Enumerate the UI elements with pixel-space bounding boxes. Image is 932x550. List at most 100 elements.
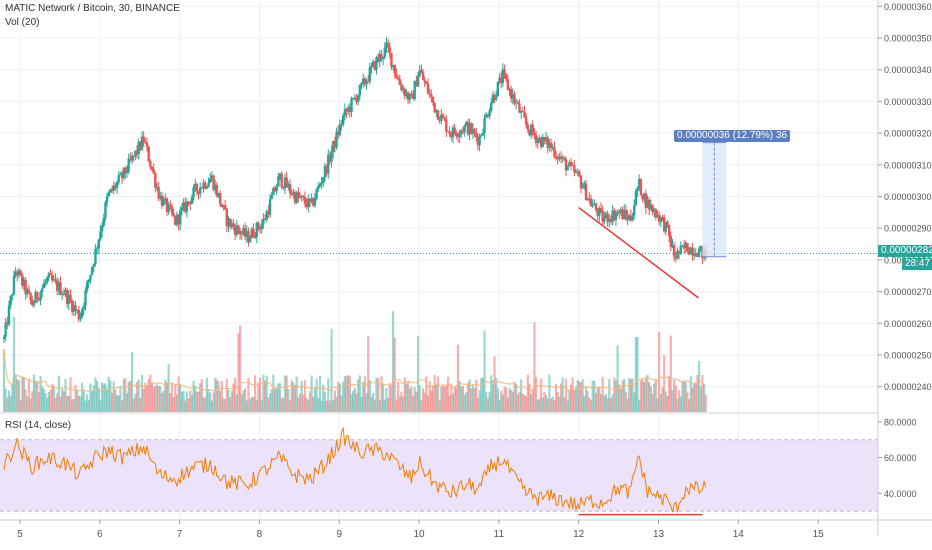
volume-bar bbox=[564, 379, 568, 412]
candle-body bbox=[363, 78, 367, 85]
candle-body bbox=[65, 289, 69, 304]
candle-body bbox=[47, 273, 51, 278]
volume-bar bbox=[643, 381, 646, 412]
candle-body bbox=[533, 132, 536, 136]
volume-bar bbox=[471, 385, 475, 412]
volume-bar bbox=[687, 399, 691, 412]
candle-body bbox=[159, 195, 162, 199]
volume-bar bbox=[192, 380, 195, 412]
candle-body bbox=[528, 129, 531, 136]
rsi-label[interactable]: RSI (14, close) bbox=[5, 420, 72, 431]
volume-bar bbox=[549, 398, 553, 412]
volume-bar bbox=[154, 385, 157, 412]
volume-bar bbox=[27, 378, 31, 412]
candle-body bbox=[609, 218, 613, 222]
candle-body bbox=[396, 77, 400, 80]
candle-body bbox=[391, 65, 395, 68]
candle-body bbox=[155, 187, 159, 189]
candle-body bbox=[21, 274, 24, 286]
volume-bar bbox=[215, 379, 218, 412]
volume-bar bbox=[410, 386, 413, 412]
volume-bar bbox=[378, 400, 381, 412]
volume-bar bbox=[673, 379, 676, 412]
volume-bar bbox=[618, 384, 621, 412]
candle-body bbox=[604, 213, 608, 218]
candle-body bbox=[623, 210, 626, 220]
candle-body bbox=[205, 186, 209, 189]
volume-bar bbox=[616, 345, 619, 412]
volume-bar bbox=[272, 374, 275, 412]
candle-body bbox=[465, 121, 468, 126]
candle-body bbox=[200, 187, 204, 189]
measure-label[interactable]: 0.00000036 (12.79%) 36 bbox=[674, 130, 791, 142]
volume-bar bbox=[234, 377, 237, 412]
volume-bar bbox=[177, 376, 180, 412]
candle-body bbox=[332, 140, 335, 153]
candle-body bbox=[556, 156, 559, 160]
symbol-title[interactable]: MATIC Network / Bitcoin, 30, BINANCE bbox=[5, 3, 180, 14]
candle-body bbox=[581, 187, 584, 189]
volume-bar bbox=[130, 352, 134, 412]
volume-bar bbox=[455, 387, 458, 412]
candle-body bbox=[208, 178, 212, 183]
volume-label[interactable]: Vol (20) bbox=[5, 17, 40, 28]
volume-bar bbox=[129, 380, 132, 412]
volume-bar bbox=[644, 378, 647, 412]
volume-bar bbox=[365, 393, 368, 412]
volume-bar bbox=[631, 378, 634, 412]
candle-body bbox=[348, 107, 352, 112]
candle-body bbox=[618, 211, 621, 213]
volume-bar bbox=[267, 397, 270, 412]
candle-body bbox=[275, 186, 278, 192]
volume-bar bbox=[323, 391, 327, 412]
candle-body bbox=[559, 156, 563, 160]
candle-body bbox=[84, 290, 87, 306]
candle-body bbox=[360, 82, 363, 85]
volume-bar bbox=[352, 390, 355, 412]
candle-body bbox=[223, 205, 227, 210]
candle-body bbox=[538, 137, 541, 140]
volume-bar bbox=[325, 400, 328, 412]
volume-bar bbox=[396, 381, 400, 412]
candle-body bbox=[526, 124, 529, 130]
time-axis-label: 14 bbox=[733, 529, 745, 540]
volume-bar bbox=[395, 399, 398, 412]
volume-bar bbox=[36, 381, 39, 412]
candle-body bbox=[270, 195, 273, 200]
volume-bar bbox=[51, 384, 54, 412]
candle-body bbox=[99, 231, 102, 240]
volume-bar bbox=[426, 395, 430, 412]
candle-body bbox=[591, 204, 594, 207]
volume-bar bbox=[165, 382, 169, 412]
volume-bar bbox=[355, 393, 358, 412]
candle-body bbox=[232, 223, 235, 227]
candle-body bbox=[77, 310, 81, 320]
candle-body bbox=[536, 139, 539, 143]
volume-bar bbox=[66, 395, 69, 412]
candle-body bbox=[436, 110, 440, 120]
candle-body bbox=[36, 292, 39, 300]
candle-body bbox=[37, 299, 41, 301]
volume-bar bbox=[107, 376, 110, 412]
volume-bar bbox=[84, 400, 87, 412]
candle-body bbox=[122, 167, 125, 178]
volume-bar bbox=[152, 386, 155, 412]
candle-body bbox=[631, 215, 634, 221]
volume-bar bbox=[500, 390, 503, 412]
candle-body bbox=[175, 214, 179, 225]
candle-body bbox=[486, 114, 490, 117]
candle-body bbox=[480, 135, 483, 137]
candle-body bbox=[342, 115, 345, 125]
candle-body bbox=[194, 183, 197, 188]
candle-body bbox=[453, 127, 456, 134]
candle-body bbox=[170, 206, 174, 214]
candle-body bbox=[218, 192, 222, 205]
candle-body bbox=[639, 178, 643, 196]
candle-body bbox=[147, 146, 150, 162]
volume-bar bbox=[112, 381, 115, 412]
volume-bar bbox=[465, 392, 468, 412]
candle-body bbox=[312, 198, 315, 206]
volume-bar bbox=[619, 388, 623, 412]
volume-bar bbox=[164, 379, 167, 412]
